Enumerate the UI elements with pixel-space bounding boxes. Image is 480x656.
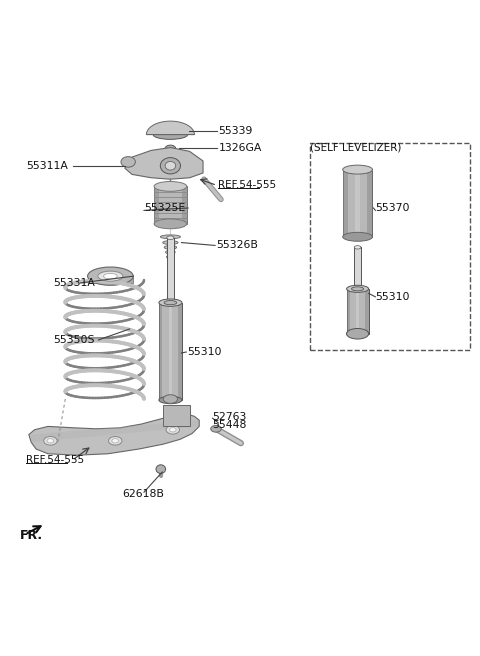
Ellipse shape	[167, 255, 174, 259]
Text: REF.54-555: REF.54-555	[26, 455, 84, 466]
Ellipse shape	[159, 299, 182, 306]
Text: REF.54-555: REF.54-555	[218, 180, 276, 190]
Polygon shape	[31, 420, 199, 442]
Polygon shape	[29, 413, 199, 455]
Ellipse shape	[154, 219, 187, 229]
Ellipse shape	[163, 395, 178, 403]
Bar	[354, 247, 361, 289]
Bar	[355, 170, 360, 237]
Ellipse shape	[351, 287, 364, 291]
Bar	[310, 143, 470, 350]
Ellipse shape	[121, 157, 135, 167]
Bar	[159, 302, 182, 400]
Bar	[356, 289, 359, 334]
Ellipse shape	[108, 436, 122, 445]
Bar	[365, 289, 369, 334]
Polygon shape	[125, 148, 203, 179]
Text: 62618B: 62618B	[122, 489, 164, 499]
Text: 55311A: 55311A	[26, 161, 68, 171]
Text: 1326GA: 1326GA	[218, 142, 262, 152]
Ellipse shape	[166, 426, 180, 434]
Bar	[179, 302, 182, 400]
Text: 55339: 55339	[218, 126, 253, 136]
Ellipse shape	[347, 330, 369, 337]
Text: 55448: 55448	[213, 420, 247, 430]
Text: FR.: FR.	[20, 529, 43, 542]
Ellipse shape	[112, 439, 119, 443]
Ellipse shape	[347, 285, 369, 293]
Ellipse shape	[354, 246, 361, 249]
Bar	[167, 237, 174, 302]
Text: 55310: 55310	[375, 292, 410, 302]
Ellipse shape	[160, 157, 180, 174]
Ellipse shape	[98, 271, 123, 281]
Ellipse shape	[159, 396, 182, 403]
Bar	[163, 405, 190, 426]
Ellipse shape	[164, 245, 177, 249]
Bar	[347, 289, 369, 334]
Ellipse shape	[165, 161, 176, 170]
Bar	[87, 277, 133, 283]
Bar	[154, 186, 187, 224]
Ellipse shape	[164, 300, 177, 305]
Ellipse shape	[47, 439, 54, 443]
Polygon shape	[146, 121, 194, 134]
Text: 55310: 55310	[187, 347, 222, 357]
Text: 55350S: 55350S	[53, 335, 94, 345]
Ellipse shape	[104, 274, 117, 279]
Ellipse shape	[44, 436, 57, 445]
Bar	[343, 170, 372, 237]
Bar	[367, 170, 372, 237]
Bar	[154, 186, 159, 224]
Bar	[169, 302, 172, 400]
Text: 55325E: 55325E	[144, 203, 185, 213]
Text: 55370: 55370	[375, 203, 410, 213]
Bar	[343, 170, 348, 237]
Ellipse shape	[88, 267, 133, 285]
Ellipse shape	[343, 232, 372, 241]
Text: (SELF LEVELIZER): (SELF LEVELIZER)	[310, 143, 401, 153]
Text: 55331A: 55331A	[53, 278, 95, 288]
Text: 52763: 52763	[213, 412, 247, 422]
Ellipse shape	[154, 182, 187, 192]
Ellipse shape	[169, 428, 176, 432]
Ellipse shape	[166, 250, 175, 254]
Text: 55326B: 55326B	[216, 241, 258, 251]
Ellipse shape	[165, 145, 176, 152]
Ellipse shape	[343, 165, 372, 174]
Bar	[182, 186, 187, 224]
Ellipse shape	[347, 329, 369, 339]
Ellipse shape	[211, 426, 221, 432]
Ellipse shape	[167, 236, 174, 239]
Ellipse shape	[160, 235, 180, 239]
Ellipse shape	[156, 465, 166, 474]
Ellipse shape	[163, 241, 178, 245]
Bar	[159, 302, 162, 400]
Bar	[347, 289, 350, 334]
Ellipse shape	[153, 130, 188, 139]
